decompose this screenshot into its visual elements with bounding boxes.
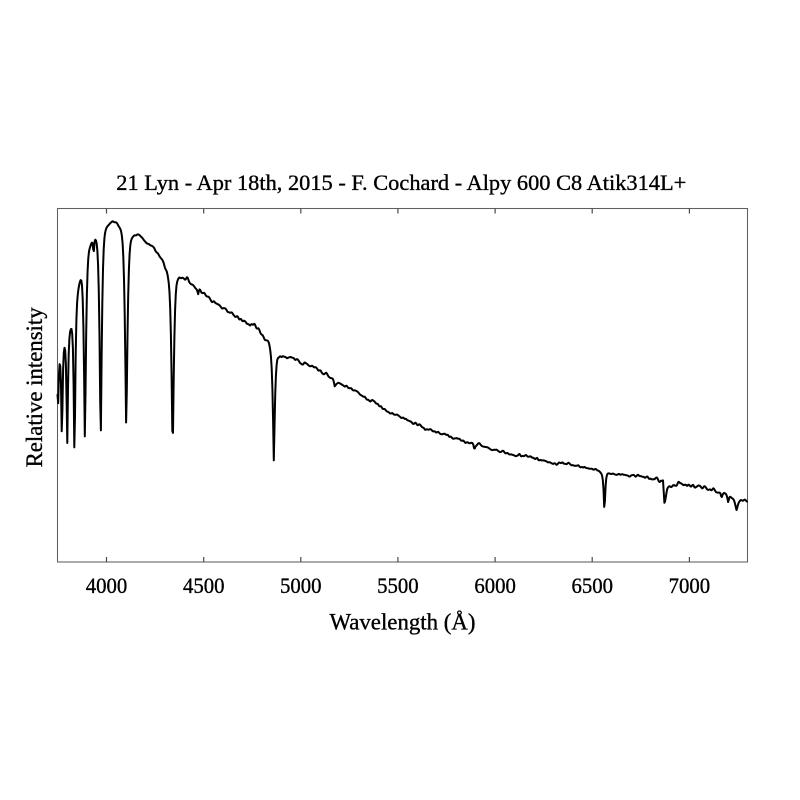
svg-text:4000: 4000 (86, 573, 128, 598)
svg-text:Relative intensity: Relative intensity (22, 307, 47, 467)
svg-text:4500: 4500 (183, 573, 225, 598)
svg-text:7000: 7000 (669, 573, 711, 598)
svg-text:6500: 6500 (571, 573, 613, 598)
svg-text:6000: 6000 (474, 573, 516, 598)
svg-text:Wavelength (Å): Wavelength (Å) (330, 610, 476, 635)
svg-text:5000: 5000 (280, 573, 322, 598)
svg-text:21 Lyn - Apr 18th, 2015 - F. C: 21 Lyn - Apr 18th, 2015 - F. Cochard - A… (116, 170, 686, 195)
svg-text:5500: 5500 (377, 573, 419, 598)
